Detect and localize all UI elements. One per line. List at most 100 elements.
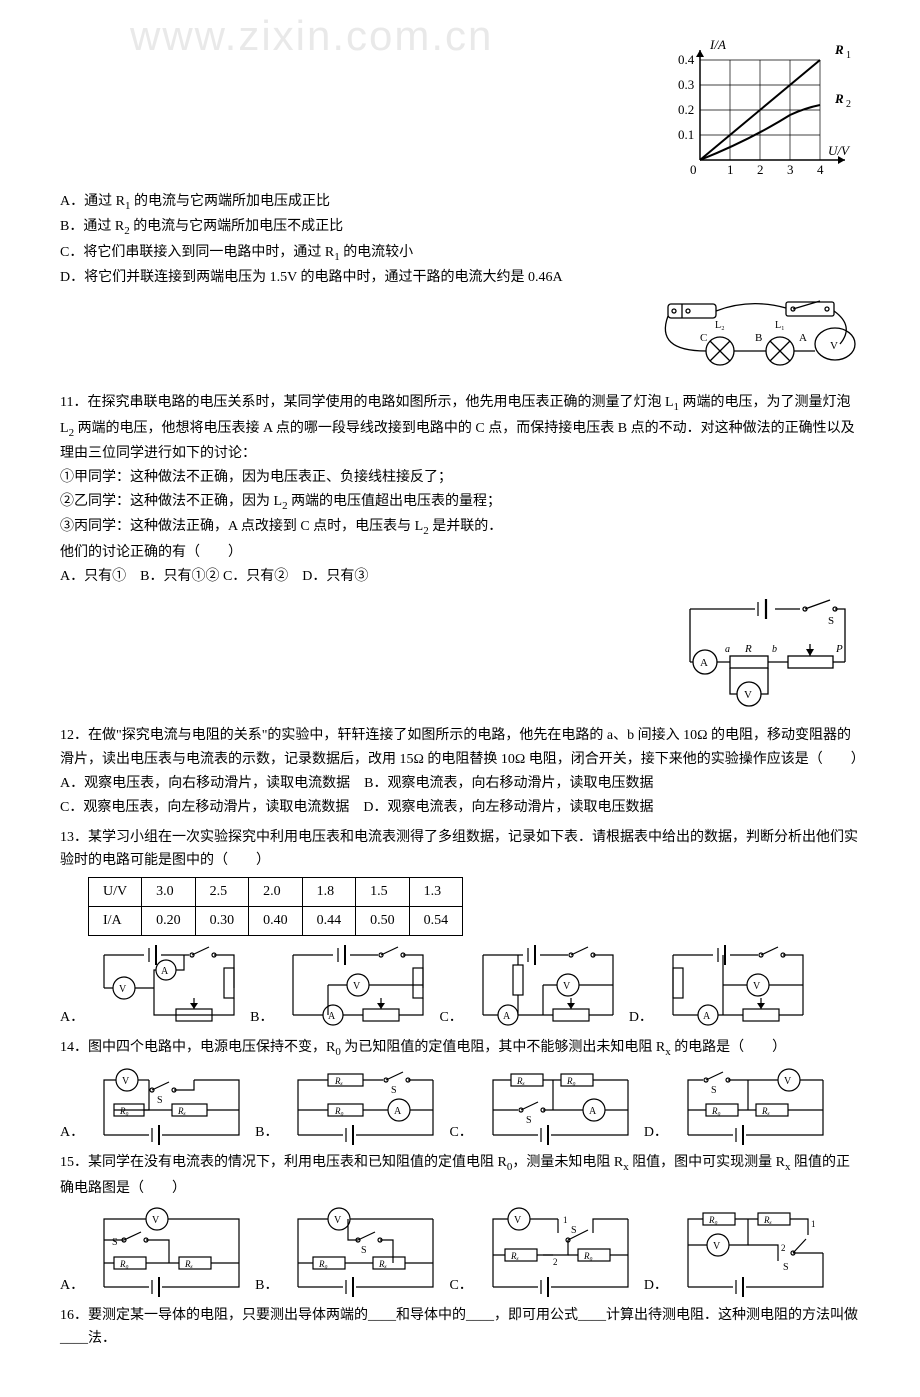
- svg-text:S: S: [783, 1262, 789, 1273]
- q11-opts: A．只有① B．只有①② C．只有② D．只有③: [60, 565, 860, 589]
- svg-text:2: 2: [781, 1243, 786, 1253]
- q11-d2: ②乙同学：这种做法不正确，因为 L2 两端的电压值超出电压表的量程；: [60, 490, 860, 515]
- svg-text:2: 2: [553, 1257, 558, 1267]
- q11-d1: ①甲同学：这种做法不正确，因为电压表正、负接线柱接反了；: [60, 466, 860, 490]
- q10-optD: D．将它们并联连接到两端电压为 1.5V 的电路中时，通过干路的电流大约是 0.…: [60, 266, 860, 290]
- svg-text:1: 1: [811, 1219, 816, 1229]
- q13-circuit-D: V A: [663, 940, 813, 1030]
- svg-text:V: V: [334, 1215, 342, 1226]
- svg-text:0.4: 0.4: [678, 52, 695, 67]
- q15-text: 15．某同学在没有电流表的情况下，利用电压表和已知阻值的定值电阻 R0，测量未知…: [60, 1151, 860, 1200]
- svg-text:1: 1: [563, 1215, 568, 1225]
- q14-text: 14．图中四个电路中，电源电压保持不变，R0 为已知阻值的定值电阻，其中不能够测…: [60, 1036, 860, 1061]
- svg-text:Rₓ: Rₓ: [510, 1251, 519, 1261]
- svg-text:0.1: 0.1: [678, 127, 694, 142]
- svg-text:4: 4: [817, 162, 824, 177]
- svg-text:Rₓ: Rₓ: [378, 1259, 387, 1269]
- q13-circuit-A: V A: [94, 940, 244, 1030]
- q15-circuit-A: V S R₀ Rₓ: [94, 1205, 249, 1298]
- q13-table: U/V3.02.52.01.81.51.3 I/A0.200.300.400.4…: [88, 877, 463, 936]
- q13-B-label: B．: [250, 1006, 273, 1030]
- svg-text:V: V: [784, 1076, 792, 1087]
- q15-circuit-C: V 1 S Rₓ 2 R₀: [483, 1205, 638, 1298]
- svg-text:A: A: [328, 1011, 336, 1022]
- svg-text:S: S: [571, 1225, 577, 1236]
- svg-text:1: 1: [727, 162, 734, 177]
- q12-optC: C．观察电压表，向左移动滑片，读取电流数据: [60, 800, 349, 815]
- svg-text:V: V: [152, 1215, 160, 1226]
- svg-text:0.2: 0.2: [678, 102, 694, 117]
- svg-text:A: A: [503, 1011, 511, 1022]
- svg-text:B: B: [755, 332, 762, 344]
- svg-text:L₂: L₂: [715, 320, 725, 331]
- svg-text:Rₓ: Rₓ: [761, 1106, 770, 1116]
- svg-text:S: S: [526, 1115, 532, 1126]
- q12-optA: A．观察电压表，向右移动滑片，读取电流数据: [60, 776, 350, 791]
- svg-text:S: S: [828, 615, 834, 627]
- q15-circuit-D: R₀ Rₓ 1 V 2 S: [678, 1205, 833, 1298]
- svg-text:V: V: [122, 1076, 130, 1087]
- q14-D-label: D．: [644, 1121, 668, 1145]
- q11-d3: ③丙同学：这种做法正确，A 点改接到 C 点时，电压表与 L2 是并联的．: [60, 515, 860, 540]
- q10-optA: A．通过 R1 的电流与它两端所加电压成正比: [60, 190, 860, 215]
- q12-text: 12．在做"探究电流与电阻的关系"的实验中，轩轩连接了如图所示的电路，他先在电路…: [60, 724, 860, 772]
- q14-circuit-A: V S R₀ Rₓ: [94, 1065, 249, 1145]
- svg-text:R: R: [834, 91, 844, 106]
- q11-prompt: 他们的讨论正确的有（ ）: [60, 541, 860, 565]
- svg-text:S: S: [157, 1095, 163, 1106]
- q15-B-label: B．: [255, 1274, 278, 1298]
- svg-text:b: b: [772, 644, 777, 655]
- q13-text: 13．某学习小组在一次实验探究中利用电压表和电流表测得了多组数据，记录如下表．请…: [60, 826, 860, 874]
- svg-text:A: A: [161, 966, 169, 977]
- svg-text:0: 0: [690, 162, 697, 177]
- svg-text:V: V: [514, 1215, 522, 1226]
- q14-circuit-D: S V R₀ Rₓ: [678, 1065, 833, 1145]
- svg-text:R₀: R₀: [583, 1251, 593, 1261]
- svg-text:R₀: R₀: [711, 1106, 721, 1116]
- svg-text:3: 3: [787, 162, 794, 177]
- svg-text:R₀: R₀: [318, 1259, 328, 1269]
- svg-text:A: A: [700, 657, 708, 669]
- svg-text:A: A: [799, 332, 807, 344]
- svg-text:0.3: 0.3: [678, 77, 694, 92]
- svg-text:U/V: U/V: [828, 143, 851, 158]
- svg-text:a: a: [725, 644, 730, 655]
- svg-text:A: A: [589, 1106, 597, 1117]
- svg-text:R: R: [834, 42, 844, 57]
- q12-diagram: S A a b R P V: [680, 594, 860, 724]
- svg-text:V: V: [563, 981, 571, 992]
- svg-text:V: V: [753, 981, 761, 992]
- svg-text:Rₓ: Rₓ: [177, 1106, 186, 1116]
- svg-text:2: 2: [757, 162, 764, 177]
- q11-text: 11．在探究串联电路的电压关系时，某同学使用的电路如图所示，他先用电压表正确的测…: [60, 395, 855, 461]
- q16-text: 16．要测定某一导体的电阻，只要测出导体两端的____和导体中的____，即可用…: [60, 1304, 860, 1352]
- q13-circuit-C: V A: [473, 940, 623, 1030]
- svg-text:A: A: [394, 1106, 402, 1117]
- svg-text:Rₓ: Rₓ: [184, 1259, 193, 1269]
- q15-circuit-B: V S R₀ Rₓ: [288, 1205, 443, 1298]
- svg-text:V: V: [713, 1241, 721, 1252]
- svg-text:R₀: R₀: [708, 1215, 718, 1225]
- svg-text:Rₓ: Rₓ: [763, 1215, 772, 1225]
- svg-text:R₀: R₀: [119, 1259, 129, 1269]
- svg-text:V: V: [353, 981, 361, 992]
- svg-text:V: V: [830, 340, 838, 352]
- svg-text:R₀: R₀: [334, 1106, 344, 1116]
- svg-text:S: S: [361, 1245, 367, 1256]
- q12-optD: D．观察电流表，向左移动滑片，读取电压数据: [363, 800, 653, 815]
- q12-optB: B．观察电流表，向右移动滑片，读取电压数据: [364, 776, 653, 791]
- q11-diagram: V C B A L₂ L₁: [660, 296, 860, 391]
- svg-text:V: V: [119, 984, 127, 995]
- svg-text:P: P: [835, 643, 843, 655]
- svg-text:S: S: [391, 1085, 397, 1096]
- svg-text:1: 1: [846, 50, 851, 61]
- q13-D-label: D．: [629, 1006, 653, 1030]
- q14-circuit-B: Rₓ S R₀ A: [288, 1065, 443, 1145]
- q14-B-label: B．: [255, 1121, 278, 1145]
- q13-A-label: A．: [60, 1006, 84, 1030]
- q13-C-label: C．: [439, 1006, 462, 1030]
- q10-optB: B．通过 R2 的电流与它两端所加电压不成正比: [60, 215, 860, 240]
- q10-chart: I/A R1 R2 U/V 0.4 0.3 0.2 0.1 0 1 2 3 4: [665, 40, 860, 190]
- svg-text:R₀: R₀: [566, 1076, 576, 1086]
- svg-text:R: R: [744, 643, 752, 655]
